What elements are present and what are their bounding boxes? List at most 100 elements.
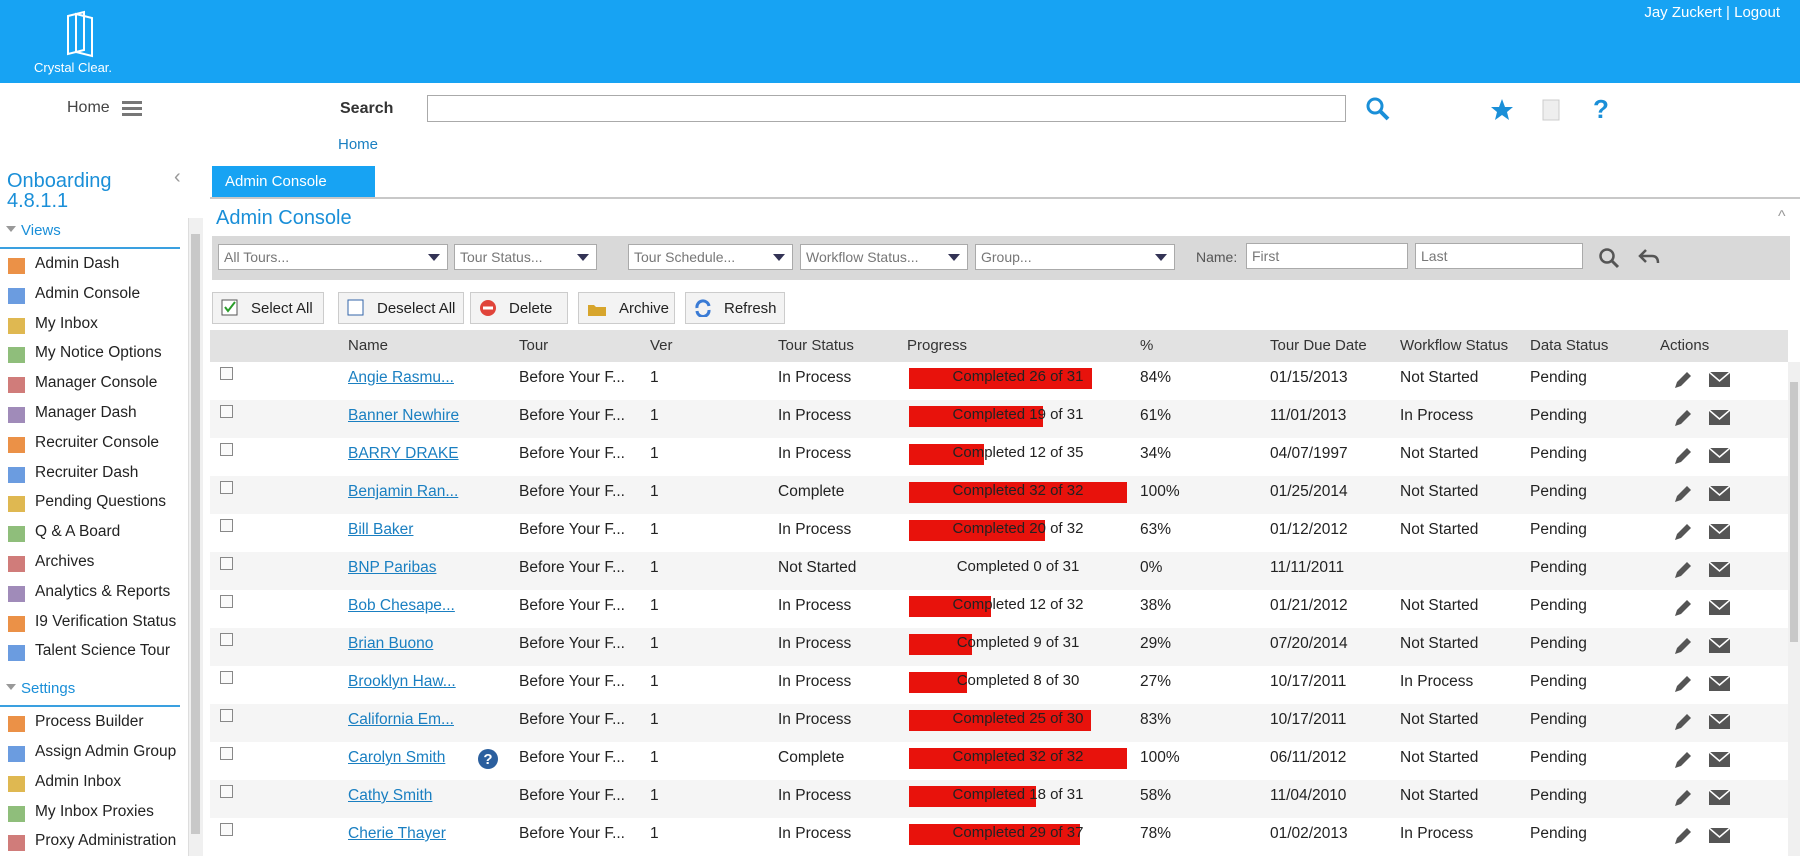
row-checkbox[interactable] bbox=[220, 443, 233, 456]
home-link[interactable]: Home bbox=[67, 99, 110, 116]
email-action[interactable] bbox=[1708, 523, 1731, 546]
last-name-input[interactable]: Last bbox=[1415, 243, 1583, 269]
nav-item[interactable]: My Inbox Proxies bbox=[35, 802, 154, 820]
name-link[interactable]: Angie Rasmu... bbox=[348, 369, 454, 386]
row-checkbox[interactable] bbox=[220, 367, 233, 380]
row-checkbox[interactable] bbox=[220, 823, 233, 836]
toolbar-button[interactable]: Delete bbox=[470, 292, 568, 324]
email-action[interactable] bbox=[1708, 713, 1731, 736]
nav-item[interactable]: Talent Science Tour bbox=[35, 642, 170, 660]
edit-action[interactable] bbox=[1672, 483, 1694, 510]
nav-item[interactable]: Q & A Board bbox=[35, 523, 121, 541]
nav-item[interactable]: I9 Verification Status bbox=[35, 612, 177, 630]
sidebar-scrollbar[interactable] bbox=[188, 218, 203, 856]
search-input[interactable] bbox=[427, 95, 1346, 122]
nav-item[interactable]: Pending Questions bbox=[35, 493, 166, 511]
name-link[interactable]: Bill Baker bbox=[348, 521, 414, 538]
row-checkbox[interactable] bbox=[220, 785, 233, 798]
nav-item[interactable]: My Notice Options bbox=[35, 344, 162, 362]
edit-action[interactable] bbox=[1672, 369, 1694, 396]
document-icon[interactable] bbox=[1542, 99, 1560, 121]
name-link[interactable]: California Em... bbox=[348, 711, 454, 728]
edit-action[interactable] bbox=[1672, 711, 1694, 738]
name-link[interactable]: Benjamin Ran... bbox=[348, 483, 459, 500]
favorites-icon[interactable] bbox=[1490, 98, 1514, 122]
nav-item[interactable]: Archives bbox=[35, 553, 95, 570]
email-action[interactable] bbox=[1708, 561, 1731, 584]
table-scrollbar[interactable] bbox=[1788, 362, 1800, 856]
email-action[interactable] bbox=[1708, 599, 1731, 622]
email-action[interactable] bbox=[1708, 637, 1731, 660]
edit-action[interactable] bbox=[1672, 559, 1694, 586]
row-checkbox[interactable] bbox=[220, 747, 233, 760]
collapse-button[interactable]: ‹ bbox=[174, 166, 181, 188]
nav-item[interactable]: Admin Dash bbox=[35, 255, 120, 272]
nav-item[interactable]: Process Builder bbox=[35, 713, 144, 731]
edit-action[interactable] bbox=[1672, 673, 1694, 700]
name-link[interactable]: Cherie Thayer bbox=[348, 825, 446, 842]
row-checkbox[interactable] bbox=[220, 519, 233, 532]
name-link[interactable]: BARRY DRAKE bbox=[348, 445, 459, 462]
logout[interactable]: Logout bbox=[1734, 4, 1780, 21]
nav-item[interactable]: Recruiter Dash bbox=[35, 463, 139, 481]
filter-select[interactable]: Tour Schedule... bbox=[628, 244, 793, 270]
row-checkbox[interactable] bbox=[220, 481, 233, 494]
filter-select[interactable]: Workflow Status... bbox=[800, 244, 968, 270]
email-action[interactable] bbox=[1708, 447, 1731, 470]
row-checkbox[interactable] bbox=[220, 709, 233, 722]
edit-action[interactable] bbox=[1672, 787, 1694, 814]
nav-item[interactable]: Proxy Administration bbox=[35, 832, 177, 850]
email-action[interactable] bbox=[1708, 485, 1731, 508]
user-name[interactable]: Jay Zuckert bbox=[1644, 4, 1722, 21]
nav-item[interactable]: Recruiter Console bbox=[35, 433, 160, 451]
email-action[interactable] bbox=[1708, 789, 1731, 812]
collapse-panel[interactable]: ^ bbox=[1778, 208, 1786, 225]
filter-reset[interactable] bbox=[1638, 247, 1660, 274]
edit-action[interactable] bbox=[1672, 597, 1694, 624]
edit-action[interactable] bbox=[1672, 749, 1694, 776]
first-name-input[interactable]: First bbox=[1246, 243, 1408, 269]
email-action[interactable] bbox=[1708, 675, 1731, 698]
edit-action[interactable] bbox=[1672, 825, 1694, 852]
name-link[interactable]: Brooklyn Haw... bbox=[348, 673, 456, 690]
toolbar-button[interactable]: Deselect All bbox=[338, 292, 464, 324]
row-checkbox[interactable] bbox=[220, 595, 233, 608]
edit-action[interactable] bbox=[1672, 521, 1694, 548]
name-link[interactable]: Banner Newhire bbox=[348, 407, 460, 424]
nav-item[interactable]: Manager Dash bbox=[35, 404, 137, 421]
filter-select[interactable]: Tour Status... bbox=[454, 244, 597, 270]
toolbar-button[interactable]: Refresh bbox=[685, 292, 785, 324]
email-action[interactable] bbox=[1708, 409, 1731, 432]
email-action[interactable] bbox=[1708, 751, 1731, 774]
filter-select[interactable]: Group... bbox=[975, 244, 1175, 270]
edit-action[interactable] bbox=[1672, 445, 1694, 472]
tab[interactable]: Admin Console bbox=[212, 166, 375, 198]
search-button[interactable] bbox=[1365, 96, 1391, 122]
name-link[interactable]: BNP Paribas bbox=[348, 559, 437, 576]
toolbar-button[interactable]: Archive bbox=[578, 292, 675, 324]
filter-select[interactable]: All Tours... bbox=[218, 244, 448, 270]
menu-icon[interactable] bbox=[122, 100, 144, 116]
name-link[interactable]: Bob Chesape... bbox=[348, 597, 455, 614]
toolbar-button[interactable]: Select All bbox=[212, 292, 324, 324]
row-checkbox[interactable] bbox=[220, 633, 233, 646]
email-action[interactable] bbox=[1708, 827, 1731, 850]
nav-item[interactable]: Assign Admin Group bbox=[35, 743, 177, 760]
name-link[interactable]: Brian Buono bbox=[348, 635, 434, 652]
nav-item[interactable]: Analytics & Reports bbox=[35, 582, 171, 600]
name-link[interactable]: Carolyn Smith bbox=[348, 749, 446, 766]
row-checkbox[interactable] bbox=[220, 405, 233, 418]
edit-action[interactable] bbox=[1672, 407, 1694, 434]
nav-item[interactable]: Admin Inbox bbox=[35, 772, 122, 790]
help-icon[interactable]: ? bbox=[1592, 97, 1610, 123]
nav-item[interactable]: Admin Console bbox=[35, 284, 141, 302]
breadcrumb[interactable]: Home bbox=[338, 136, 379, 153]
filter-search[interactable] bbox=[1598, 247, 1620, 274]
name-link[interactable]: Cathy Smith bbox=[348, 787, 433, 804]
row-checkbox[interactable] bbox=[220, 557, 233, 570]
help-badge[interactable]: ? bbox=[477, 748, 499, 775]
edit-action[interactable] bbox=[1672, 635, 1694, 662]
email-action[interactable] bbox=[1708, 371, 1731, 394]
nav-item[interactable]: My Inbox bbox=[35, 314, 98, 332]
row-checkbox[interactable] bbox=[220, 671, 233, 684]
